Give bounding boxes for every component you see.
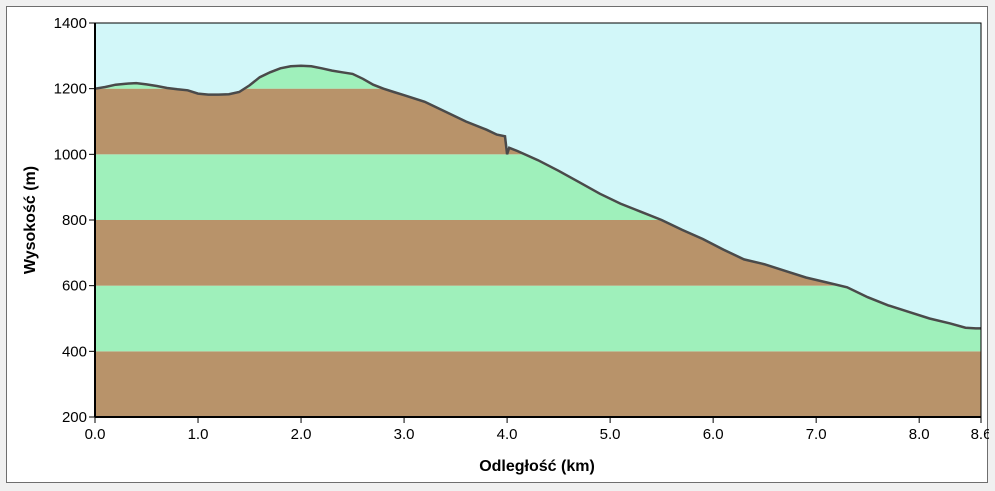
x-tick-label: 8.6 <box>971 426 989 443</box>
x-axis-title: Odległość (km) <box>479 458 595 475</box>
chart-frame: 0.0 1.0 2.0 3.0 4.0 5.0 6.0 7.0 8.0 8.6 200 400 600… <box>6 6 989 483</box>
y-axis-title: Wysokość (m) <box>22 166 39 274</box>
x-tick-label: 6.0 <box>703 426 724 443</box>
sky-area <box>95 23 981 329</box>
elevation-band-400-600 <box>95 285 981 352</box>
elevation-profile-chart: 0.0 1.0 2.0 3.0 4.0 5.0 6.0 7.0 8.0 8.6 200 400 600… <box>22 15 989 475</box>
y-tick-label: 200 <box>62 409 87 426</box>
y-tick-label: 1200 <box>54 81 87 98</box>
x-tick-label: 2.0 <box>291 426 312 443</box>
x-tick-label: 1.0 <box>188 426 209 443</box>
x-tick-label: 7.0 <box>806 426 827 443</box>
x-tick-label: 4.0 <box>497 426 518 443</box>
x-tick-label: 3.0 <box>394 426 415 443</box>
x-tick-label: 5.0 <box>600 426 621 443</box>
x-tick-label: 0.0 <box>85 426 106 443</box>
y-tick-label: 1000 <box>54 146 87 163</box>
x-axis-ticks: 0.0 1.0 2.0 3.0 4.0 5.0 6.0 7.0 8.0 8.6 <box>85 417 989 443</box>
y-axis-ticks: 200 400 600 800 1000 1200 1400 <box>54 15 95 426</box>
y-tick-label: 600 <box>62 278 87 295</box>
y-tick-label: 800 <box>62 212 87 229</box>
y-tick-label: 1400 <box>54 15 87 32</box>
elevation-profile-line <box>94 64 981 330</box>
elevation-band-200-400 <box>95 351 981 417</box>
x-tick-label: 8.0 <box>909 426 930 443</box>
y-tick-label: 400 <box>62 343 87 360</box>
